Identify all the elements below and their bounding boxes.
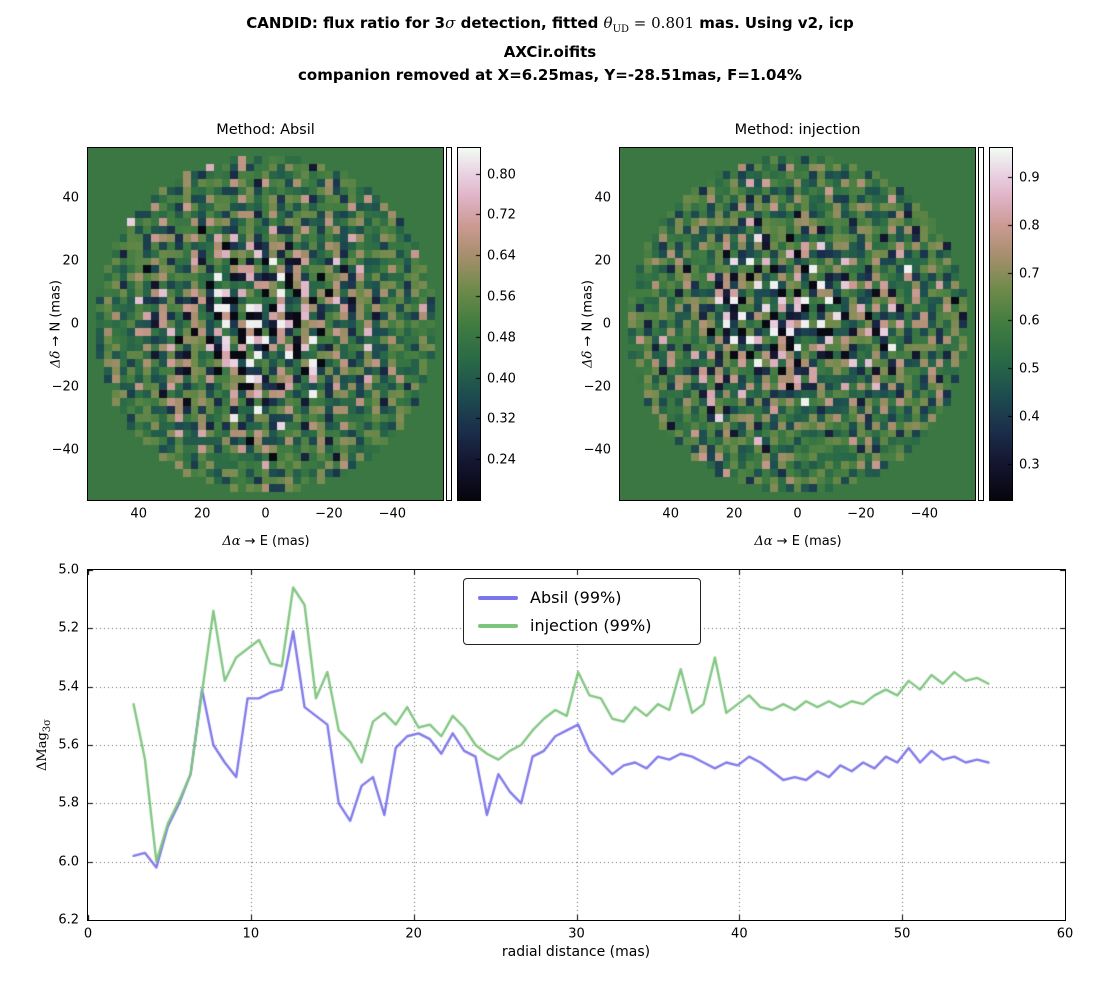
injection-xlabel-math: Δα bbox=[754, 534, 773, 549]
injection-ylabel-math: Δδ bbox=[580, 350, 596, 368]
radial-ytick-label: 5.2 bbox=[58, 620, 79, 636]
title-sigma-symbol: σ bbox=[445, 14, 456, 32]
cb0-colorbar-tick-label: 0.80 bbox=[487, 167, 516, 182]
hm0-ytick-label: −40 bbox=[51, 442, 79, 458]
injection-colorbar-frame bbox=[989, 147, 1013, 501]
legend: Absil (99%) injection (99%) bbox=[463, 578, 701, 645]
absil-ylabel-rest: → N (mas) bbox=[48, 280, 64, 351]
title-fitted-value: = 0.801 bbox=[629, 14, 695, 32]
cb0-colorbar-tick-label: 0.64 bbox=[487, 248, 516, 263]
title-theta-symbol: θ bbox=[603, 14, 613, 32]
radial-ylabel-subscript: 3σ bbox=[41, 719, 53, 733]
absil-ylabel-math: Δδ bbox=[48, 350, 64, 368]
cb1-colorbar-tick-label: 0.7 bbox=[1019, 266, 1040, 281]
injection-line-swatch bbox=[478, 623, 518, 628]
absil-xlabel-rest: → E (mas) bbox=[240, 534, 310, 549]
hm0-ytick-label: 40 bbox=[62, 190, 79, 206]
radial-ytick-label: 5.8 bbox=[58, 795, 79, 811]
injection-xlabel: Δα → E (mas) bbox=[754, 534, 841, 549]
hm0-ytick-label: 0 bbox=[70, 316, 79, 332]
radial-ylabel-main: ΔMag bbox=[35, 732, 51, 771]
title-line-3: companion removed at X=6.25mas, Y=-28.51… bbox=[298, 66, 802, 84]
absil-colorbar-frame bbox=[457, 147, 481, 501]
hm1-ytick-label: 40 bbox=[594, 190, 611, 206]
hm1-ytick-label: 20 bbox=[594, 253, 611, 269]
title-segment: mas. Using v2, icp bbox=[694, 14, 854, 32]
hm0-xtick-label: −40 bbox=[378, 506, 406, 522]
hm0-xtick-label: 20 bbox=[193, 506, 211, 522]
radial-ytick-label: 5.4 bbox=[58, 679, 79, 695]
absil-colorbar-gap-strip bbox=[446, 147, 452, 501]
title-segment: CANDID: flux ratio for 3 bbox=[246, 14, 446, 32]
radial-xtick-label: 50 bbox=[893, 926, 911, 942]
cb0-colorbar-tick-label: 0.56 bbox=[487, 289, 516, 304]
legend-item-injection: injection (99%) bbox=[478, 616, 686, 635]
absil-line-swatch bbox=[478, 595, 518, 600]
cb0-colorbar-tick-label: 0.40 bbox=[487, 371, 516, 386]
injection-ylabel-rest: → N (mas) bbox=[580, 280, 596, 351]
radial-xtick-label: 10 bbox=[242, 926, 260, 942]
cb0-colorbar-tick-label: 0.32 bbox=[487, 411, 516, 426]
legend-label-absil: Absil (99%) bbox=[530, 588, 622, 607]
hm1-xtick-label: −40 bbox=[910, 506, 938, 522]
hm0-xtick-label: 40 bbox=[130, 506, 147, 522]
radial-ytick-label: 6.2 bbox=[58, 912, 79, 928]
hm1-xtick-label: −20 bbox=[847, 506, 875, 522]
injection-panel-title: Method: injection bbox=[734, 122, 861, 138]
radial-xtick-label: 0 bbox=[83, 926, 93, 942]
radial-profile-ylabel: ΔMag3σ bbox=[35, 719, 53, 771]
hm0-xtick-label: 0 bbox=[261, 506, 270, 522]
cb1-colorbar-tick-label: 0.6 bbox=[1019, 313, 1040, 328]
hm0-ytick-label: −20 bbox=[51, 379, 79, 395]
injection-heatmap-canvas bbox=[620, 148, 975, 500]
hm1-ytick-label: 0 bbox=[602, 316, 611, 332]
injection-xlabel-rest: → E (mas) bbox=[772, 534, 842, 549]
radial-profile-xlabel: radial distance (mas) bbox=[501, 944, 651, 960]
hm0-ytick-label: 20 bbox=[62, 253, 79, 269]
radial-ytick-label: 5.0 bbox=[58, 562, 79, 578]
radial-xtick-label: 20 bbox=[405, 926, 422, 942]
hm1-ytick-label: −20 bbox=[583, 379, 611, 395]
cb0-colorbar-tick-label: 0.72 bbox=[487, 207, 516, 222]
injection-colorbar-canvas bbox=[990, 148, 1012, 500]
legend-item-absil: Absil (99%) bbox=[478, 588, 686, 607]
title-line-1: CANDID: flux ratio for 3σ detection, fit… bbox=[0, 12, 1100, 41]
cb0-colorbar-tick-label: 0.48 bbox=[487, 330, 516, 345]
absil-map-frame bbox=[87, 147, 444, 501]
hm1-ytick-label: −40 bbox=[583, 442, 611, 458]
absil-xlabel-math: Δα bbox=[222, 534, 241, 549]
radial-xtick-label: 30 bbox=[568, 926, 585, 942]
absil-ylabel: Δδ → N (mas) bbox=[49, 280, 64, 368]
title-theta-subscript: UD bbox=[612, 24, 630, 35]
radial-ytick-label: 6.0 bbox=[58, 854, 79, 870]
cb1-colorbar-tick-label: 0.4 bbox=[1019, 409, 1040, 424]
absil-xlabel: Δα → E (mas) bbox=[222, 534, 309, 549]
radial-ytick-label: 5.6 bbox=[58, 737, 79, 753]
cb1-colorbar-tick-label: 0.9 bbox=[1019, 170, 1040, 185]
radial-xtick-label: 40 bbox=[731, 926, 748, 942]
absil-colorbar-canvas bbox=[458, 148, 480, 500]
injection-ylabel: Δδ → N (mas) bbox=[581, 280, 596, 368]
cb1-colorbar-tick-label: 0.8 bbox=[1019, 218, 1040, 233]
figure-title: CANDID: flux ratio for 3σ detection, fit… bbox=[0, 12, 1100, 87]
legend-label-injection: injection (99%) bbox=[530, 616, 652, 635]
hm1-xtick-label: 40 bbox=[662, 506, 679, 522]
hm0-xtick-label: −20 bbox=[315, 506, 343, 522]
absil-panel-title: Method: Absil bbox=[216, 122, 315, 138]
injection-colorbar-gap-strip bbox=[978, 147, 984, 501]
cb0-colorbar-tick-label: 0.24 bbox=[487, 452, 516, 467]
injection-map-frame bbox=[619, 147, 976, 501]
title-line-2: AXCir.oifits bbox=[503, 43, 597, 61]
radial-xtick-label: 60 bbox=[1056, 926, 1074, 942]
hm1-xtick-label: 20 bbox=[725, 506, 743, 522]
title-segment: detection, fitted bbox=[455, 14, 604, 32]
cb1-colorbar-tick-label: 0.5 bbox=[1019, 361, 1040, 376]
absil-heatmap-canvas bbox=[88, 148, 443, 500]
cb1-colorbar-tick-label: 0.3 bbox=[1019, 457, 1040, 472]
hm1-xtick-label: 0 bbox=[793, 506, 802, 522]
